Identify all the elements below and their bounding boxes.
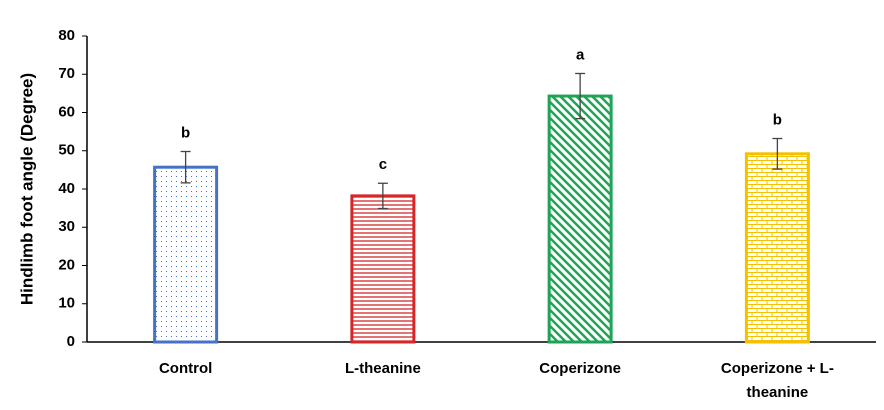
y-tick-label: 80 <box>58 27 75 44</box>
y-tick-label: 0 <box>67 333 75 350</box>
y-tick-label: 30 <box>58 218 75 235</box>
y-tick-label: 20 <box>58 256 75 273</box>
bar <box>350 194 416 344</box>
y-tick-label: 70 <box>58 65 75 82</box>
error-bar <box>377 182 388 210</box>
y-tick-label: 40 <box>58 180 75 197</box>
error-bar <box>772 137 783 170</box>
annotation: c <box>379 156 387 173</box>
annotation: b <box>181 124 190 141</box>
y-tick-label: 50 <box>58 142 75 159</box>
y-tick-label: 60 <box>58 103 75 120</box>
annotation: b <box>773 111 782 128</box>
x-tick-label: Coperizone <box>539 360 621 377</box>
bar <box>744 152 810 344</box>
error-bar <box>180 150 191 184</box>
annotation: a <box>576 46 585 63</box>
y-axis-label: Hindlimb foot angle (Degree) <box>17 73 36 305</box>
error-bar <box>575 72 586 120</box>
bar <box>153 165 219 344</box>
y-tick-label: 10 <box>58 295 75 312</box>
x-tick-label: L-theanine <box>344 360 421 377</box>
x-tick-label: Control <box>158 360 213 377</box>
bar <box>547 94 613 344</box>
x-tick-label: Coperizone + L-theanine <box>720 360 834 401</box>
